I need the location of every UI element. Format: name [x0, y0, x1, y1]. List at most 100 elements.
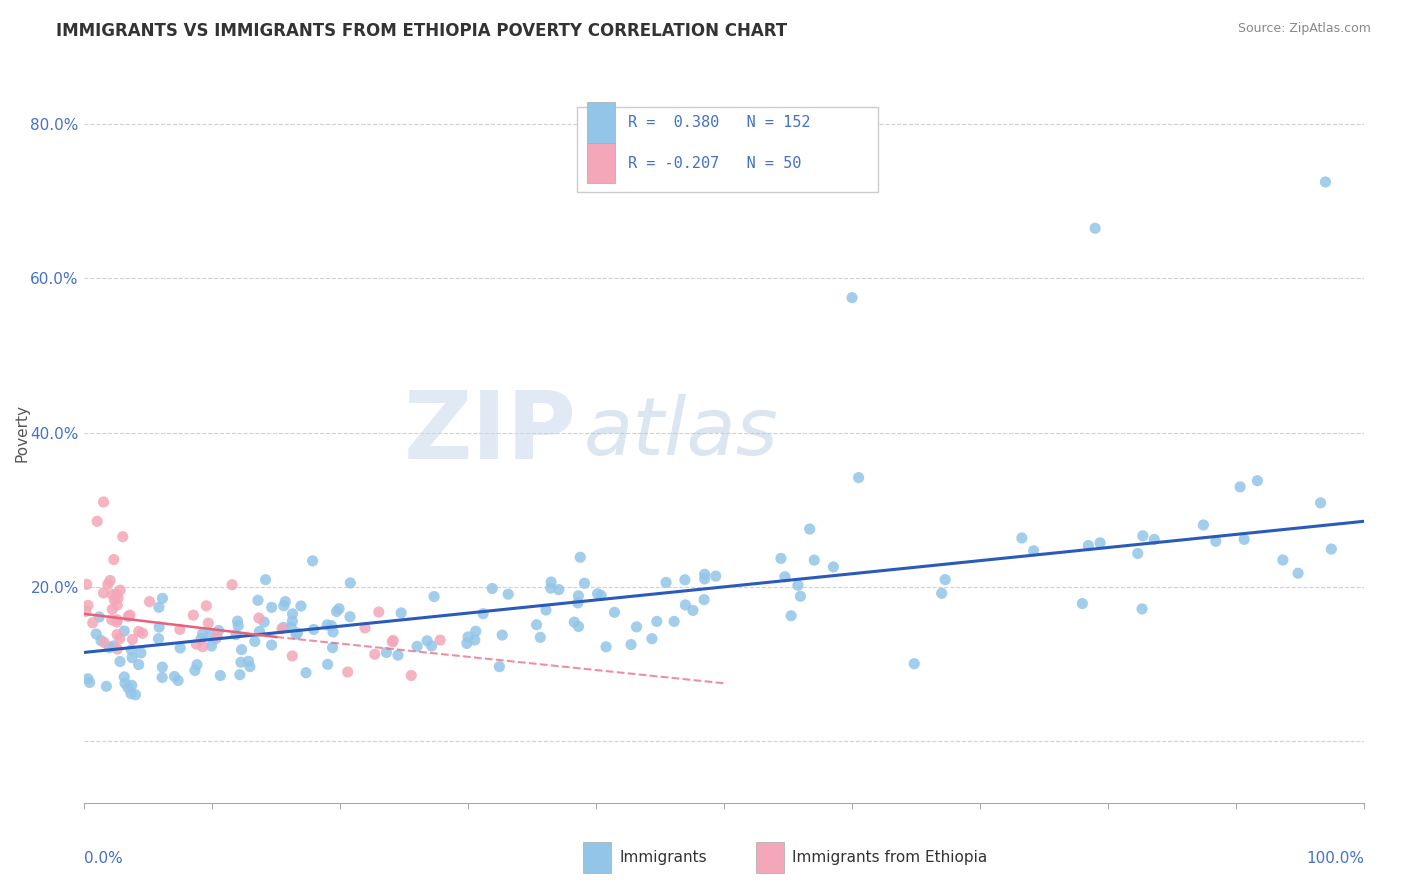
Point — [260, 638, 283, 652]
Point — [595, 640, 617, 654]
Point — [238, 654, 260, 668]
Point — [226, 614, 249, 628]
Point — [336, 665, 359, 679]
Point — [280, 620, 302, 634]
Point — [114, 676, 136, 690]
Point — [481, 582, 503, 596]
Point — [562, 615, 585, 629]
Point — [1271, 553, 1294, 567]
Point — [1205, 534, 1227, 549]
Point — [101, 613, 124, 627]
Point — [693, 572, 716, 586]
Point — [190, 632, 212, 646]
Text: R =  0.380   N = 152: R = 0.380 N = 152 — [628, 115, 811, 129]
Point — [1143, 533, 1166, 547]
Point — [97, 577, 120, 591]
Point — [496, 587, 519, 601]
Point — [82, 615, 104, 630]
Point — [1286, 566, 1309, 581]
Point — [112, 670, 135, 684]
Point — [1229, 480, 1251, 494]
Point — [464, 624, 486, 639]
Point — [128, 657, 150, 672]
Point — [167, 673, 190, 688]
Point — [148, 620, 170, 634]
Point — [98, 640, 121, 655]
Point — [569, 550, 592, 565]
Point — [285, 627, 308, 641]
Point — [429, 633, 451, 648]
Point — [704, 569, 727, 583]
Point — [354, 621, 377, 635]
Point — [1309, 496, 1331, 510]
Point — [243, 634, 266, 648]
Point — [105, 598, 128, 612]
Point — [226, 618, 249, 632]
Point — [105, 627, 128, 641]
Point — [848, 470, 870, 484]
Point — [567, 619, 589, 633]
Point — [534, 603, 557, 617]
Point — [693, 592, 716, 607]
Text: Immigrants from Ethiopia: Immigrants from Ethiopia — [792, 850, 987, 865]
Point — [108, 632, 131, 646]
Point — [799, 522, 821, 536]
Point — [662, 615, 685, 629]
Point — [273, 599, 295, 613]
Point — [803, 553, 825, 567]
Point — [221, 578, 243, 592]
FancyBboxPatch shape — [583, 842, 612, 873]
Point — [547, 582, 569, 597]
Point — [229, 667, 252, 681]
Point — [128, 624, 150, 639]
Point — [186, 657, 208, 672]
Point — [1022, 544, 1045, 558]
Point — [1315, 175, 1337, 189]
Point — [281, 614, 304, 628]
Point — [903, 657, 925, 671]
Point — [591, 589, 613, 603]
Point — [456, 636, 478, 650]
Point — [322, 640, 344, 655]
Point — [655, 575, 678, 590]
Point — [200, 639, 222, 653]
Point — [184, 664, 207, 678]
Point — [271, 620, 294, 634]
Point — [773, 570, 796, 584]
Point — [246, 593, 269, 607]
Point — [934, 573, 956, 587]
Point — [152, 591, 174, 606]
Point — [103, 639, 125, 653]
Point — [316, 657, 339, 672]
Point — [387, 648, 409, 662]
Point — [301, 554, 323, 568]
Point — [457, 630, 479, 644]
Point — [382, 633, 405, 648]
Point — [93, 495, 115, 509]
Point — [254, 573, 277, 587]
Point — [488, 659, 510, 673]
Point — [841, 291, 863, 305]
Point — [247, 611, 270, 625]
Point — [290, 599, 312, 613]
Point — [117, 681, 139, 695]
FancyBboxPatch shape — [576, 107, 877, 192]
Point — [526, 617, 548, 632]
Point — [150, 670, 173, 684]
Point — [281, 648, 304, 663]
Point — [86, 514, 108, 528]
Point — [567, 596, 589, 610]
Point — [101, 587, 124, 601]
Point — [89, 610, 111, 624]
Point — [209, 668, 232, 682]
Point — [197, 616, 219, 631]
Point — [208, 624, 231, 638]
Text: R = -0.207   N = 50: R = -0.207 N = 50 — [628, 155, 801, 170]
Point — [225, 627, 247, 641]
Point — [77, 672, 100, 686]
Point — [931, 586, 953, 600]
Point — [620, 638, 643, 652]
Point — [77, 599, 100, 613]
Point — [529, 630, 551, 644]
Point — [769, 551, 792, 566]
